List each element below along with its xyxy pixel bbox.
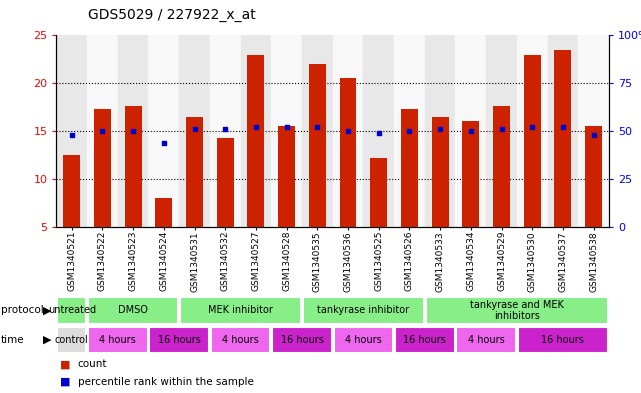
Text: tankyrase and MEK
inhibitors: tankyrase and MEK inhibitors <box>470 300 564 321</box>
Text: DMSO: DMSO <box>118 305 148 316</box>
Bar <box>240 35 271 227</box>
Bar <box>426 297 608 324</box>
Text: 16 hours: 16 hours <box>542 334 585 345</box>
Bar <box>302 35 333 227</box>
Bar <box>56 35 87 227</box>
Point <box>496 126 506 132</box>
Bar <box>486 35 517 227</box>
Text: time: time <box>1 334 24 345</box>
Bar <box>278 126 295 227</box>
Text: ▶: ▶ <box>43 334 51 345</box>
Bar <box>180 297 301 324</box>
Text: 16 hours: 16 hours <box>281 334 324 345</box>
Bar <box>186 117 203 227</box>
Bar <box>401 109 418 227</box>
Point <box>67 132 77 138</box>
Text: MEK inhibitor: MEK inhibitor <box>208 305 273 316</box>
Bar <box>94 109 111 227</box>
Point <box>527 124 537 130</box>
Bar <box>395 327 454 353</box>
Bar <box>456 327 516 353</box>
Bar <box>547 35 578 227</box>
Text: tankyrase inhibitor: tankyrase inhibitor <box>317 305 410 316</box>
Bar <box>88 327 147 353</box>
Bar <box>247 55 264 227</box>
Text: protocol: protocol <box>1 305 44 316</box>
Text: 4 hours: 4 hours <box>345 334 382 345</box>
Bar <box>149 35 179 227</box>
Bar <box>333 35 363 227</box>
Bar <box>217 138 234 227</box>
Text: GDS5029 / 227922_x_at: GDS5029 / 227922_x_at <box>88 7 256 22</box>
Point <box>251 124 261 130</box>
Bar <box>456 35 486 227</box>
Bar <box>518 327 608 353</box>
Bar <box>272 327 332 353</box>
Bar <box>57 327 86 353</box>
Point <box>97 128 108 134</box>
Bar <box>87 35 118 227</box>
Bar <box>63 155 80 227</box>
Bar <box>462 121 479 227</box>
Bar <box>210 35 240 227</box>
Point <box>374 130 384 136</box>
Text: 16 hours: 16 hours <box>403 334 446 345</box>
Bar <box>340 79 356 227</box>
Text: ■: ■ <box>60 377 70 387</box>
Bar <box>554 50 571 227</box>
Bar <box>493 106 510 227</box>
Text: count: count <box>78 359 107 369</box>
Point <box>404 128 415 134</box>
Bar <box>370 158 387 227</box>
Point <box>220 126 230 132</box>
Point <box>312 124 322 130</box>
Bar <box>431 117 449 227</box>
Point <box>465 128 476 134</box>
Bar <box>211 327 271 353</box>
Bar <box>425 35 456 227</box>
Text: control: control <box>55 334 88 345</box>
Text: 4 hours: 4 hours <box>468 334 504 345</box>
Text: 4 hours: 4 hours <box>99 334 136 345</box>
Bar <box>271 35 302 227</box>
Point <box>189 126 199 132</box>
Bar <box>578 35 609 227</box>
Text: 16 hours: 16 hours <box>158 334 201 345</box>
Point <box>588 132 599 138</box>
Text: ■: ■ <box>60 359 70 369</box>
Bar <box>363 35 394 227</box>
Bar <box>125 106 142 227</box>
Point <box>435 126 445 132</box>
Bar <box>155 198 172 227</box>
Bar <box>333 327 393 353</box>
Bar <box>149 327 209 353</box>
Bar <box>179 35 210 227</box>
Text: untreated: untreated <box>47 305 96 316</box>
Point <box>159 140 169 146</box>
Text: 4 hours: 4 hours <box>222 334 259 345</box>
Point <box>128 128 138 134</box>
Text: ▶: ▶ <box>43 305 51 316</box>
Bar <box>303 297 424 324</box>
Bar <box>57 297 86 324</box>
Bar <box>118 35 149 227</box>
Bar <box>88 297 178 324</box>
Text: percentile rank within the sample: percentile rank within the sample <box>78 377 253 387</box>
Bar <box>524 55 540 227</box>
Bar <box>517 35 547 227</box>
Point <box>343 128 353 134</box>
Bar <box>394 35 425 227</box>
Point <box>558 124 568 130</box>
Point <box>281 124 292 130</box>
Bar <box>309 64 326 227</box>
Bar <box>585 126 602 227</box>
